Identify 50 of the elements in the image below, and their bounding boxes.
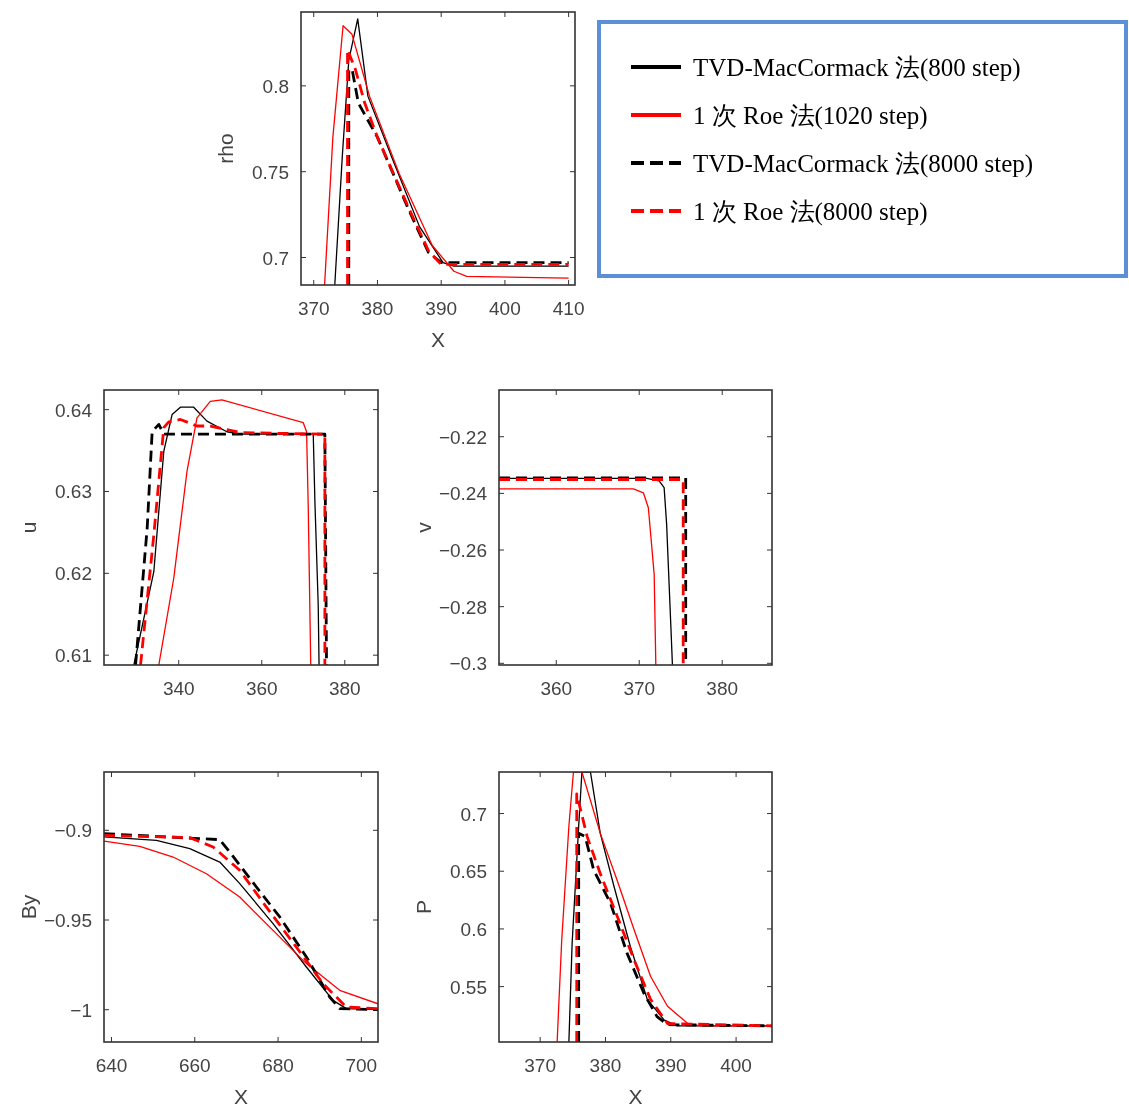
y-tick-label: 0.64 (55, 399, 93, 421)
y-axis-title: By (17, 894, 40, 920)
x-tick-label: 380 (328, 678, 361, 699)
y-tick-label: 0.7 (262, 247, 289, 269)
x-tick-label: 380 (361, 298, 394, 319)
y-tick-label: 0.8 (262, 75, 289, 97)
y-tick-label: −1 (70, 999, 92, 1021)
y-tick-label: 0.61 (55, 645, 92, 667)
y-axis-title: v (412, 521, 435, 533)
x-tick-label: 370 (623, 678, 656, 699)
legend-label: 1 次 Roe 法(1020 step) (693, 102, 928, 130)
y-tick-label: 0.7 (460, 803, 487, 825)
legend-label: TVD-MacCormack 法(8000 step) (693, 150, 1034, 178)
y-axis-title: u (17, 521, 40, 534)
x-tick-label: 360 (540, 678, 573, 699)
x-tick-label: 370 (297, 298, 330, 319)
y-axis-title: P (412, 899, 435, 915)
y-tick-label: 0.75 (252, 161, 289, 183)
x-tick-label: 380 (706, 678, 739, 699)
x-tick-label: 360 (245, 678, 278, 699)
x-tick-label: 640 (95, 1055, 128, 1076)
y-tick-label: −0.22 (438, 426, 487, 448)
y-tick-label: 0.65 (450, 861, 487, 883)
x-tick-label: 410 (552, 298, 585, 319)
x-tick-label: 660 (178, 1055, 211, 1076)
y-axis-title: rho (214, 133, 237, 164)
y-tick-label: −0.3 (449, 653, 487, 675)
x-tick-label: 680 (262, 1055, 294, 1076)
x-tick-label: 400 (489, 298, 521, 319)
x-tick-label: 340 (162, 678, 195, 699)
legend-label: 1 次 Roe 法(8000 step) (693, 198, 928, 226)
x-axis-title: X (628, 1085, 643, 1107)
x-axis-title: X (233, 1085, 249, 1107)
x-tick-label: 370 (524, 1055, 556, 1076)
y-tick-label: −0.9 (54, 820, 92, 842)
y-tick-label: 0.6 (460, 918, 487, 940)
y-tick-label: −0.95 (43, 910, 92, 932)
y-tick-label: −0.26 (438, 540, 487, 562)
x-tick-label: 390 (425, 298, 458, 319)
x-tick-label: 390 (654, 1055, 687, 1076)
x-tick-label: 400 (720, 1055, 752, 1076)
y-tick-label: −0.28 (438, 596, 487, 618)
y-tick-label: 0.63 (55, 481, 92, 503)
y-tick-label: 0.55 (450, 976, 487, 998)
x-axis-title: X (430, 328, 446, 351)
y-tick-label: −0.24 (438, 483, 488, 505)
x-tick-label: 700 (345, 1055, 378, 1076)
y-tick-label: 0.62 (55, 563, 92, 585)
legend-label: TVD-MacCormack 法(800 step) (693, 54, 1021, 82)
x-tick-label: 380 (589, 1055, 622, 1076)
